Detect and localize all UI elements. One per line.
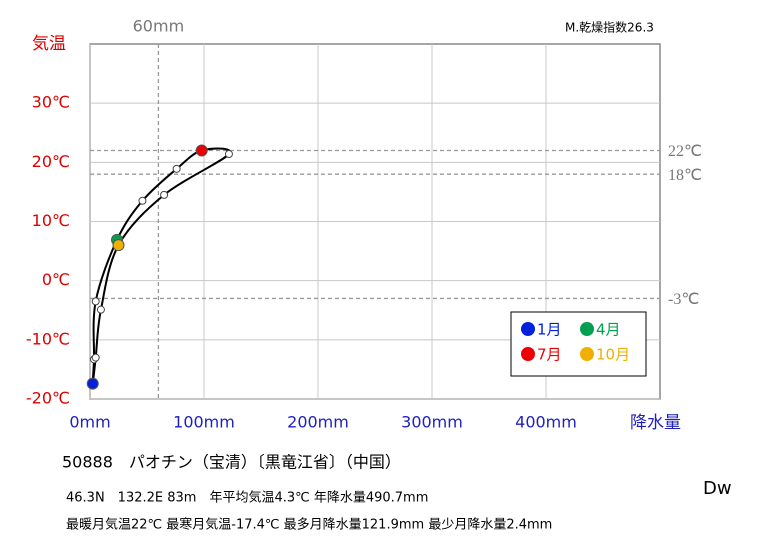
- legend-label: 1月: [537, 321, 562, 339]
- reference-label: -3℃: [668, 291, 699, 308]
- y-tick-label: 30℃: [32, 93, 70, 112]
- month-point: [112, 239, 125, 252]
- month-point: [96, 305, 105, 314]
- x-tick-label: 300mm: [401, 413, 463, 432]
- month-point: [172, 164, 181, 173]
- y-tick-label: 20℃: [32, 152, 70, 171]
- month-point: [91, 353, 100, 362]
- legend-label: 10月: [596, 346, 630, 364]
- reference-label: 60mm: [133, 17, 185, 36]
- month-point: [195, 144, 208, 157]
- station-title: 50888 パオチン（宝清）〔黒竜江省〕（中国）: [62, 453, 401, 472]
- x-tick-label: 100mm: [173, 413, 235, 432]
- legend-marker: [521, 322, 535, 336]
- dryness-index: M.乾燥指数26.3: [565, 20, 654, 35]
- y-tick-label: 0℃: [42, 270, 70, 289]
- x-tick-label: 0mm: [69, 413, 110, 432]
- climate-class: Dw: [703, 478, 732, 499]
- legend-box: [510, 311, 647, 377]
- legend-marker: [521, 347, 535, 361]
- x-tick-label: 400mm: [515, 413, 577, 432]
- info-line: 46.3N 132.2E 83m 年平均気温4.3℃ 年降水量490.7mm: [66, 490, 428, 506]
- month-point: [91, 297, 100, 306]
- month-point: [86, 377, 99, 390]
- legend-label: 7月: [537, 346, 562, 364]
- x-axis-title: 降水量: [630, 413, 681, 433]
- month-point: [224, 150, 233, 159]
- legend-marker: [580, 322, 594, 336]
- climate-curve: [91, 147, 231, 385]
- reference-label: 18℃: [668, 167, 702, 184]
- y-tick-label: -20℃: [26, 389, 70, 408]
- reference-label: 22℃: [668, 143, 702, 160]
- y-tick-label: -10℃: [26, 329, 70, 348]
- y-axis-title: 気温: [32, 34, 66, 54]
- legend-label: 4月: [596, 321, 621, 339]
- info-line: 最暖月気温22℃ 最寒月気温-17.4℃ 最多月降水量121.9mm 最少月降水…: [66, 517, 552, 533]
- y-tick-label: 10℃: [32, 211, 70, 230]
- legend-marker: [580, 347, 594, 361]
- month-point: [160, 190, 169, 199]
- x-tick-label: 200mm: [287, 413, 349, 432]
- month-point: [138, 196, 147, 205]
